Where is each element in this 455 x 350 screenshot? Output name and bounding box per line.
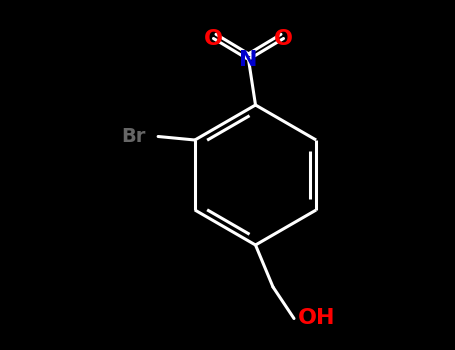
Text: O: O: [274, 28, 293, 49]
Text: OH: OH: [298, 308, 335, 329]
Text: Br: Br: [121, 127, 146, 146]
Text: O: O: [204, 28, 223, 49]
Text: N: N: [239, 49, 258, 70]
